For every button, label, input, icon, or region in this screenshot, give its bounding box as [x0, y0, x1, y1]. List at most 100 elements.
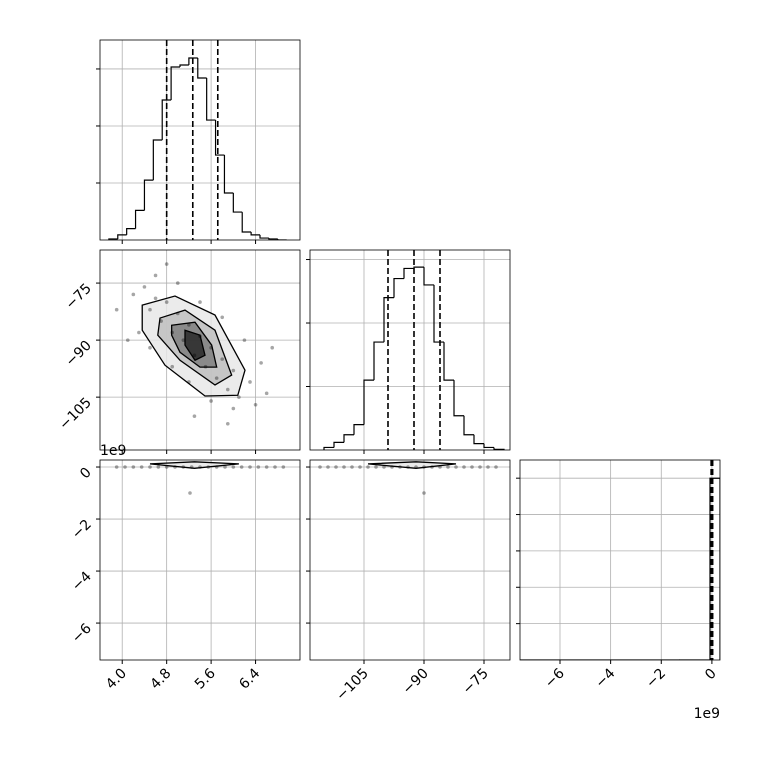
histogram-bin: [216, 120, 225, 155]
histogram-bin: [198, 58, 207, 78]
histogram-bin: [127, 229, 136, 235]
histogram-bin: [233, 193, 242, 212]
sample-point: [270, 346, 274, 350]
sample-point: [273, 465, 277, 469]
panel-frame: [520, 460, 720, 660]
y-tick-label: −2: [69, 517, 95, 543]
panel: −105−90−75: [306, 460, 510, 704]
sample-point: [148, 346, 152, 350]
sample-point: [226, 388, 230, 392]
sample-point: [223, 465, 227, 469]
sample-point: [237, 395, 241, 399]
sample-point: [422, 465, 426, 469]
sample-point: [326, 465, 330, 469]
sample-point: [215, 376, 219, 380]
sample-point: [170, 365, 174, 369]
sample-point: [188, 491, 192, 495]
sample-point: [470, 465, 474, 469]
histogram-bin: [414, 267, 424, 268]
sample-point: [478, 465, 482, 469]
plot-area: [520, 460, 720, 660]
histogram-bin: [242, 212, 251, 232]
sample-point: [232, 369, 236, 373]
plot-area: [318, 462, 498, 495]
x-tick-label: 5.6: [192, 665, 219, 692]
plot-area: [115, 462, 285, 495]
sample-point: [494, 465, 498, 469]
sample-point: [406, 465, 410, 469]
x-tick-label: 0: [702, 666, 720, 684]
sample-point: [240, 465, 244, 469]
x-tick-label: 6.4: [236, 665, 263, 692]
sample-point: [165, 465, 169, 469]
sample-point: [140, 465, 144, 469]
y-tick-label: −4: [69, 569, 95, 595]
sample-point: [259, 361, 263, 365]
sample-point: [422, 491, 426, 495]
y-tick-label: −90: [63, 338, 95, 370]
histogram-bin: [374, 342, 384, 380]
sample-point: [390, 465, 394, 469]
sample-point: [438, 465, 442, 469]
sample-point: [414, 465, 418, 469]
histogram-bin: [171, 67, 180, 100]
y-tick-label: −75: [63, 281, 95, 313]
sample-point: [232, 407, 236, 411]
sample-point: [446, 465, 450, 469]
sample-point: [334, 465, 338, 469]
sample-point: [115, 308, 119, 312]
sample-point: [257, 465, 261, 469]
sample-point: [366, 465, 370, 469]
sample-point: [209, 399, 213, 403]
sample-point: [173, 465, 177, 469]
panel-frame: [310, 460, 510, 660]
sample-point: [157, 465, 161, 469]
sample-point: [342, 465, 346, 469]
sample-point: [318, 465, 322, 469]
sample-point: [154, 296, 158, 300]
sample-point: [176, 312, 180, 316]
x-tick-label: −4: [593, 665, 619, 691]
sample-point: [248, 465, 252, 469]
plot-area: [109, 40, 287, 240]
sample-point: [159, 319, 163, 323]
panel: [96, 40, 300, 244]
x-tick-label: −6: [542, 665, 568, 691]
x-tick-label: −105: [333, 666, 372, 705]
x-tick-label: −75: [460, 666, 492, 698]
histogram-bin: [224, 155, 233, 193]
sample-point: [148, 465, 152, 469]
sample-point: [165, 262, 169, 266]
histogram-bin: [404, 268, 414, 278]
sample-point: [374, 465, 378, 469]
y-tick-label: −105: [56, 395, 95, 434]
histogram-bin: [153, 140, 162, 180]
sample-point: [187, 380, 191, 384]
x-tick-label: 4.8: [147, 666, 174, 693]
sample-point: [132, 465, 136, 469]
histogram-bin: [464, 416, 474, 435]
x-offset-label: 1e9: [694, 706, 720, 722]
plot-area: [324, 250, 504, 450]
sample-point: [220, 357, 224, 361]
sample-point: [154, 274, 158, 278]
sample-point: [182, 465, 186, 469]
histogram-bin: [344, 435, 354, 443]
sample-point: [190, 465, 194, 469]
sample-point: [226, 422, 230, 426]
histogram-bin: [434, 285, 444, 342]
panel-frame: [100, 40, 300, 240]
sample-point: [430, 465, 434, 469]
histogram-bin: [136, 210, 145, 228]
sample-point: [243, 338, 247, 342]
sample-point: [115, 465, 119, 469]
sample-point: [126, 338, 130, 342]
sample-point: [198, 465, 202, 469]
sample-point: [454, 465, 458, 469]
plot-area: [115, 262, 274, 425]
sample-point: [265, 392, 269, 396]
histogram-bin: [144, 180, 153, 210]
panel: −75 −90 −105: [56, 250, 300, 454]
sample-point: [182, 338, 186, 342]
